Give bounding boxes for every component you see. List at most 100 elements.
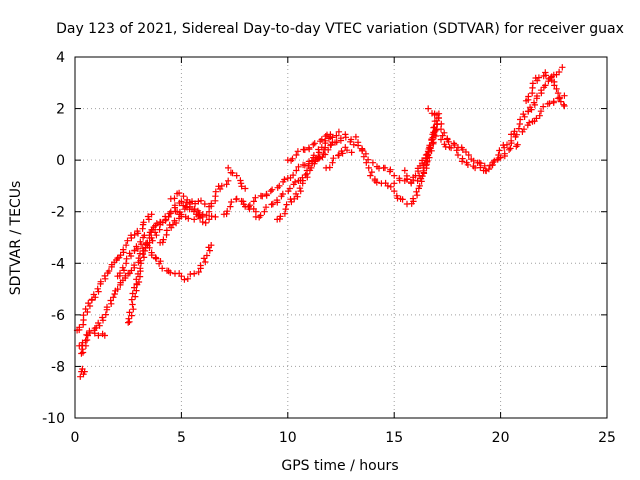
data-point	[465, 151, 472, 159]
data-point	[281, 176, 288, 183]
data-point	[199, 211, 206, 218]
data-point	[299, 177, 307, 184]
y-tick-label: 0	[56, 153, 65, 169]
data-point	[308, 164, 315, 172]
data-point	[137, 238, 144, 245]
data-point	[333, 132, 340, 139]
data-point	[337, 135, 345, 142]
data-point	[403, 175, 411, 183]
data-point	[537, 108, 545, 115]
data-point	[105, 267, 113, 275]
data-point	[79, 346, 86, 353]
series-trace-a	[73, 211, 155, 334]
data-point	[365, 164, 372, 172]
data-point	[184, 275, 191, 282]
series-trace-f	[125, 224, 157, 326]
data-point	[561, 92, 568, 99]
data-point	[252, 194, 259, 201]
data-point	[310, 141, 317, 148]
data-point	[153, 255, 160, 262]
data-point	[363, 159, 370, 166]
data-point	[146, 244, 153, 251]
data-point	[148, 251, 155, 259]
data-point	[99, 317, 107, 324]
data-point	[556, 95, 563, 102]
data-point	[228, 198, 235, 206]
data-point	[391, 180, 398, 187]
data-point	[159, 265, 166, 272]
x-axis-ticks: 0 5 10 15 20 25	[71, 57, 616, 446]
data-point	[171, 202, 179, 209]
data-point	[123, 255, 130, 262]
series-trace-r	[352, 133, 398, 190]
data-point	[310, 152, 318, 159]
data-point	[167, 269, 174, 276]
data-point	[286, 185, 294, 192]
data-point	[178, 273, 185, 280]
data-point	[171, 217, 178, 224]
data-point	[268, 186, 276, 193]
data-point	[437, 126, 445, 133]
data-point	[529, 80, 537, 87]
data-point	[263, 190, 270, 198]
data-point	[409, 195, 417, 202]
data-point	[208, 200, 215, 207]
data-point	[130, 261, 138, 269]
data-point	[196, 214, 204, 222]
data-point	[126, 318, 133, 325]
data-point	[513, 131, 520, 138]
series-trace-c	[78, 327, 108, 357]
data-point	[178, 198, 185, 205]
data-point	[391, 187, 398, 195]
data-point	[153, 220, 160, 227]
data-point	[134, 227, 141, 235]
x-tick-label: 0	[71, 430, 80, 446]
data-point	[338, 147, 345, 155]
data-point	[92, 294, 99, 301]
data-point	[439, 132, 446, 139]
data-point	[163, 227, 171, 234]
data-point	[561, 102, 568, 110]
data-point	[515, 125, 523, 132]
data-point	[239, 198, 247, 205]
data-point	[165, 213, 172, 221]
data-point	[401, 167, 408, 174]
data-point	[201, 200, 208, 208]
data-point	[494, 156, 501, 163]
data-point	[557, 98, 565, 105]
series-trace-n	[252, 138, 336, 221]
data-point	[238, 183, 245, 190]
data-point	[95, 319, 102, 327]
data-point	[321, 151, 329, 158]
data-point	[81, 368, 88, 375]
data-point	[225, 164, 232, 172]
data-point	[200, 255, 208, 262]
data-point	[137, 257, 144, 264]
series-trace-d	[77, 365, 88, 380]
data-point	[358, 147, 366, 155]
data-point	[90, 291, 97, 298]
data-point	[413, 188, 420, 195]
data-point	[420, 162, 427, 169]
data-point	[560, 101, 567, 108]
data-point	[91, 327, 98, 334]
series-trace-g	[146, 242, 215, 283]
data-point	[95, 332, 102, 339]
data-point	[433, 117, 441, 124]
data-point	[293, 167, 300, 174]
x-tick-label: 15	[385, 430, 403, 446]
data-point	[78, 350, 85, 357]
data-point	[311, 140, 318, 147]
series-trace-x	[486, 92, 568, 169]
series-trace-i	[167, 189, 219, 227]
data-point	[368, 168, 375, 176]
data-point	[501, 150, 508, 157]
data-point	[103, 303, 111, 311]
data-point	[183, 199, 190, 206]
data-point	[423, 158, 431, 166]
data-point	[88, 296, 96, 303]
chart-title: Day 123 of 2021, Sidereal Day-to-day VTE…	[56, 21, 624, 37]
data-point	[193, 211, 200, 218]
data-point	[453, 147, 460, 154]
data-point	[114, 285, 121, 293]
